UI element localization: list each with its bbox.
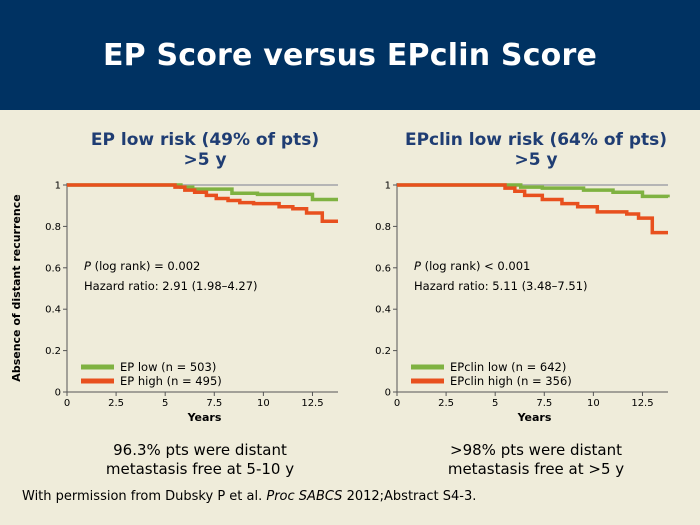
right-y-tick-label: 0.4 bbox=[375, 305, 391, 316]
left-summary-line2: metastasis free at 5-10 y bbox=[105, 460, 295, 478]
citation-suffix: 2012;Abstract S4-3. bbox=[342, 489, 477, 504]
right-summary-line1: >98% pts were distant bbox=[450, 441, 622, 459]
right-x-tick-label: 5 bbox=[492, 398, 498, 409]
left-x-axis-label: Years bbox=[187, 411, 222, 424]
right-y-tick-label: 0.8 bbox=[375, 222, 391, 233]
left-legend-label-low: EP low (n = 503) bbox=[120, 360, 216, 374]
left-y-tick-label: 0.8 bbox=[45, 222, 61, 233]
left-x-tick-label: 12.5 bbox=[301, 398, 323, 409]
right-hazard-ratio-annotation: Hazard ratio: 5.11 (3.48–7.51) bbox=[414, 279, 588, 293]
right-y-tick-label: 0.6 bbox=[375, 263, 391, 274]
right-series-high-line bbox=[397, 183, 668, 235]
left-series-high-line bbox=[67, 183, 338, 223]
slide-title: EP Score versus EPclin Score bbox=[102, 37, 598, 73]
left-x-tick-label: 5 bbox=[162, 398, 168, 409]
left-p-label: P bbox=[84, 259, 91, 273]
left-x-tick-label: 10 bbox=[257, 398, 270, 409]
left-y-tick-label: 0 bbox=[55, 388, 61, 399]
left-x-tick-label: 7.5 bbox=[206, 398, 222, 409]
left-hazard-ratio-annotation: Hazard ratio: 2.91 (1.98–4.27) bbox=[84, 279, 258, 293]
right-summary-line2: metastasis free at >5 y bbox=[447, 460, 625, 478]
left-y-tick-label: 0.4 bbox=[45, 305, 61, 316]
left-chart-title-line1: EP low risk (49% of pts) bbox=[90, 130, 320, 150]
right-y-tick-label: 0 bbox=[385, 388, 391, 399]
right-legend-label-low: EPclin low (n = 642) bbox=[450, 360, 566, 374]
left-x-tick-label: 2.5 bbox=[108, 398, 124, 409]
left-legend-label-high: EP high (n = 495) bbox=[120, 374, 222, 388]
right-chart-title-line2: >5 y bbox=[514, 150, 558, 170]
right-chart-title-line1: EPclin low risk (64% of pts) bbox=[404, 130, 668, 150]
left-p-value-annotation: P (log rank) = 0.002 bbox=[84, 259, 200, 273]
left-summary-line1: 96.3% pts were distant bbox=[113, 441, 287, 459]
citation-journal: Proc SABCS bbox=[266, 489, 343, 504]
left-chart-title: EP low risk (49% of pts) >5 y bbox=[55, 130, 355, 170]
right-y-tick-label: 0.2 bbox=[375, 346, 391, 357]
left-summary: 96.3% pts were distant metastasis free a… bbox=[50, 441, 350, 479]
right-x-axis-label: Years bbox=[517, 411, 552, 424]
right-p-value-text: (log rank) < 0.001 bbox=[421, 259, 530, 273]
right-y-tick-label: 1 bbox=[385, 181, 391, 192]
right-x-tick-label: 12.5 bbox=[631, 398, 653, 409]
left-p-value-text: (log rank) = 0.002 bbox=[91, 259, 200, 273]
left-y-tick-label: 0.2 bbox=[45, 346, 61, 357]
right-x-tick-label: 7.5 bbox=[536, 398, 552, 409]
citation: With permission from Dubsky P et al. Pro… bbox=[22, 489, 476, 504]
right-chart-title: EPclin low risk (64% of pts) >5 y bbox=[386, 130, 686, 170]
right-x-tick-label: 10 bbox=[587, 398, 600, 409]
right-p-label: P bbox=[414, 259, 421, 273]
citation-prefix: With permission from Dubsky P et al. bbox=[22, 489, 267, 504]
left-chart-title-line2: >5 y bbox=[183, 150, 227, 170]
right-legend-label-high: EPclin high (n = 356) bbox=[450, 374, 572, 388]
right-p-value-annotation: P (log rank) < 0.001 bbox=[414, 259, 530, 273]
left-y-tick-label: 0.6 bbox=[45, 263, 61, 274]
right-summary: >98% pts were distant metastasis free at… bbox=[386, 441, 686, 479]
left-x-tick-label: 0 bbox=[64, 398, 70, 409]
slide-header: EP Score versus EPclin Score bbox=[0, 0, 700, 110]
right-x-tick-label: 2.5 bbox=[438, 398, 454, 409]
right-series-low-line bbox=[397, 183, 670, 199]
left-y-tick-label: 1 bbox=[55, 181, 61, 192]
right-x-tick-label: 0 bbox=[394, 398, 400, 409]
